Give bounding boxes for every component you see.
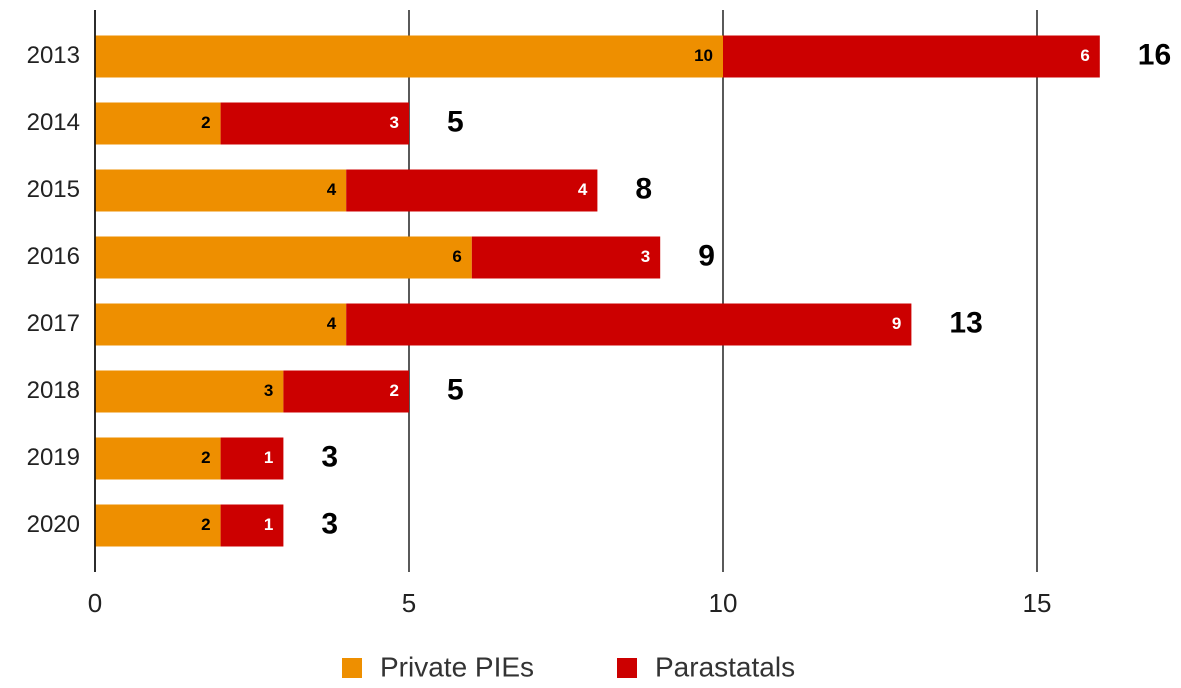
bar-segment xyxy=(95,370,284,413)
y-tick-label: 2020 xyxy=(27,511,80,538)
bar-segment xyxy=(95,437,221,480)
y-tick-label: 2014 xyxy=(27,109,80,136)
data-label: 10 xyxy=(694,46,713,65)
total-label: 3 xyxy=(321,440,338,473)
bar-segment xyxy=(95,102,221,145)
total-label: 9 xyxy=(698,239,715,272)
data-label: 6 xyxy=(1080,46,1089,65)
y-tick-label: 2018 xyxy=(27,377,80,404)
bar-segment xyxy=(95,236,472,279)
y-tick-label: 2013 xyxy=(27,42,80,69)
total-label: 5 xyxy=(447,105,464,138)
data-label: 4 xyxy=(578,180,588,199)
data-label: 6 xyxy=(452,247,461,266)
data-label: 4 xyxy=(327,314,337,333)
data-label: 3 xyxy=(264,381,273,400)
data-label: 3 xyxy=(641,247,650,266)
y-tick-label: 2016 xyxy=(27,243,80,270)
x-tick-label: 5 xyxy=(402,588,416,618)
data-label: 9 xyxy=(892,314,901,333)
legend-swatch xyxy=(617,658,637,678)
data-label: 2 xyxy=(201,113,210,132)
data-label: 1 xyxy=(264,515,273,534)
x-tick-label: 0 xyxy=(88,588,102,618)
bar-segment xyxy=(283,370,409,413)
x-tick-label: 10 xyxy=(709,588,738,618)
bar-segment xyxy=(346,169,598,212)
total-label: 13 xyxy=(949,306,982,339)
bar-segment xyxy=(220,504,284,547)
data-label: 2 xyxy=(201,515,210,534)
bar-segment xyxy=(95,303,347,346)
data-label: 2 xyxy=(201,448,210,467)
data-label: 3 xyxy=(390,113,399,132)
total-label: 5 xyxy=(447,373,464,406)
bar-segment xyxy=(471,236,661,279)
bar-segment xyxy=(220,102,409,145)
x-tick-label: 15 xyxy=(1023,588,1052,618)
total-label: 3 xyxy=(321,507,338,540)
legend-label: Parastatals xyxy=(655,651,795,682)
bar-segment xyxy=(95,35,723,78)
data-label: 1 xyxy=(264,448,273,467)
total-label: 16 xyxy=(1138,38,1171,71)
legend-swatch xyxy=(342,658,362,678)
y-tick-label: 2019 xyxy=(27,444,80,471)
total-label: 8 xyxy=(635,172,652,205)
bar-segment xyxy=(220,437,284,480)
bar-segment xyxy=(95,169,347,212)
y-tick-label: 2015 xyxy=(27,176,80,203)
y-tick-label: 2017 xyxy=(27,310,80,337)
data-label: 4 xyxy=(327,180,337,199)
bar-segment xyxy=(95,504,221,547)
data-label: 2 xyxy=(390,381,399,400)
legend-label: Private PIEs xyxy=(380,651,534,682)
bar-segment xyxy=(723,35,1100,78)
bar-segment xyxy=(346,303,912,346)
